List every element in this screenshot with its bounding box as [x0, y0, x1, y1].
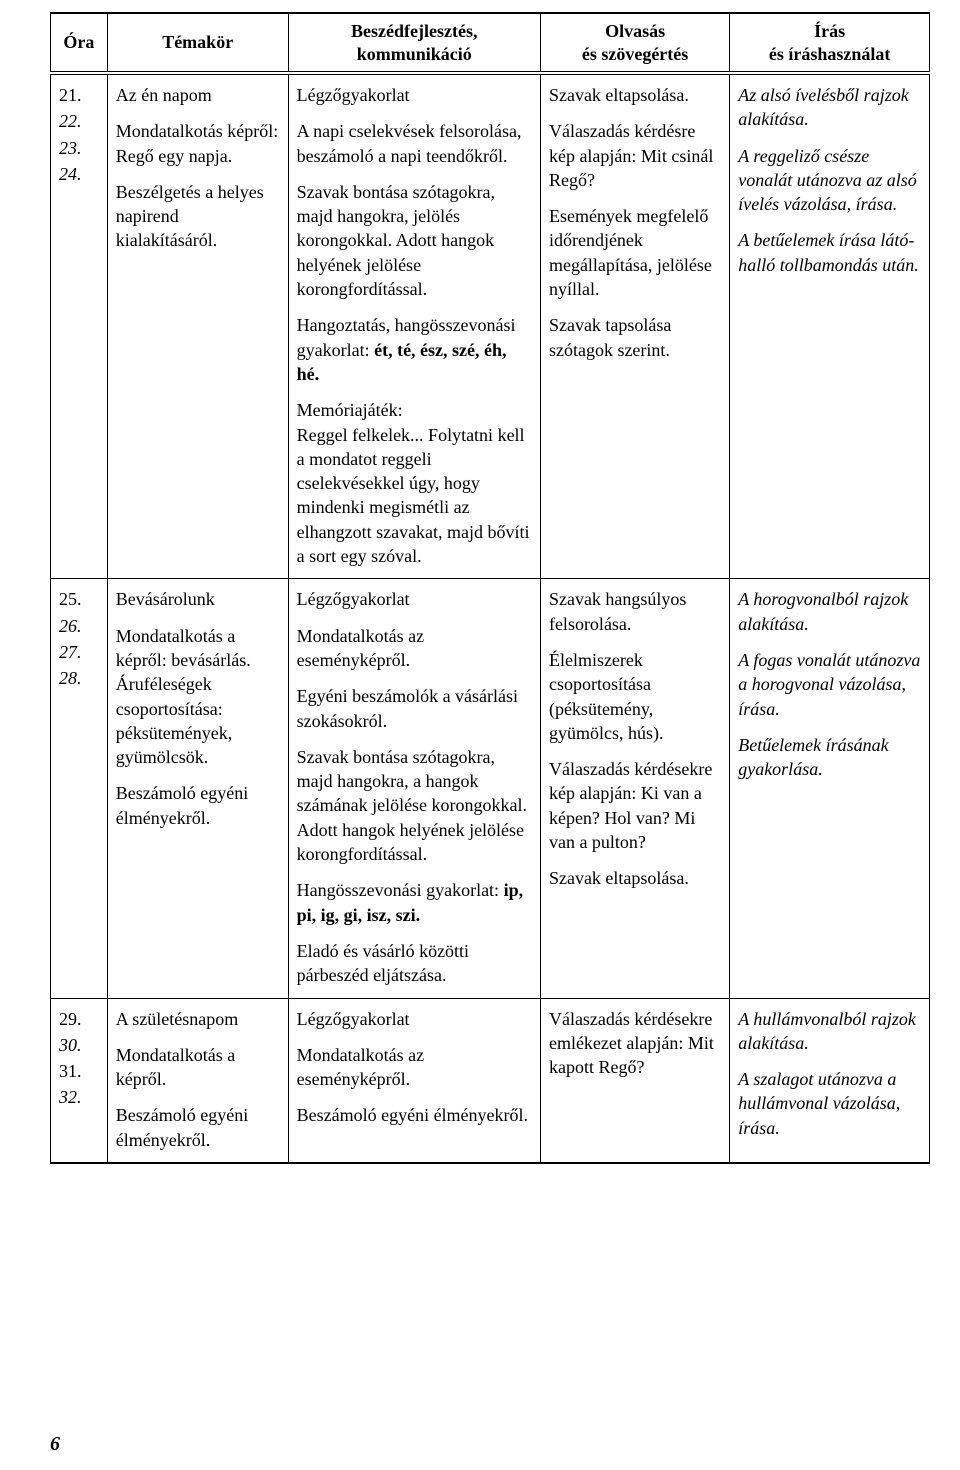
page-number: 6	[50, 1433, 60, 1456]
cell-paragraph: Válaszadás kérdésekre emlékezet alapján:…	[549, 1007, 721, 1080]
cell-olvasas: Szavak eltapsolása. Válaszadás kérdésre k…	[540, 73, 729, 579]
cell-paragraph: A horogvonalból rajzok alakítása.	[738, 587, 921, 636]
cell-paragraph: Mondatalkotás a képről: bevásárlás. Áruf…	[116, 624, 280, 770]
cell-paragraph: Mondatalkotás a képről.	[116, 1043, 280, 1092]
ora-number: 26.	[59, 614, 99, 638]
cell-paragraph: Élelmiszerek csoportosítása (péksütemény…	[549, 648, 721, 745]
cell-paragraph: Beszélgetés a helyes napirend kialakítás…	[116, 180, 280, 253]
cell-paragraph: Légzőgyakorlat	[297, 587, 532, 611]
ora-number: 24.	[59, 162, 99, 186]
ora-number: 29.	[59, 1007, 99, 1031]
cell-paragraph: Az alsó ívelésből rajzok alakítása.	[738, 83, 921, 132]
cell-paragraph: Az én napom	[116, 83, 280, 107]
cell-temakor: Az én napom Mondatalkotás képről: Regő eg…	[107, 73, 288, 579]
col-olvasas: Olvasásés szövegértés	[540, 13, 729, 73]
cell-beszed: Légzőgyakorlat A napi cselekvések felsoro…	[288, 73, 540, 579]
cell-paragraph: A szalagot utánozva a hullámvonal vázolá…	[738, 1067, 921, 1140]
ora-number: 30.	[59, 1033, 99, 1057]
cell-paragraph: Szavak eltapsolása.	[549, 866, 721, 890]
col-temakor: Témakör	[107, 13, 288, 73]
table-header-row: Óra Témakör Beszédfejlesztés,kommunikáci…	[51, 13, 930, 73]
cell-paragraph: Mondatalkotás az eseményképről.	[297, 1043, 532, 1092]
cell-ora: 29.30.31.32.	[51, 998, 108, 1163]
cell-paragraph: Események megfelelő időrendjének megálla…	[549, 204, 721, 301]
cell-paragraph: A betűelemek írása látó-halló tollbamond…	[738, 228, 921, 277]
ora-number: 31.	[59, 1059, 99, 1083]
cell-paragraph: A fogas vonalát utánozva a horogvonal vá…	[738, 648, 921, 721]
ora-number: 23.	[59, 136, 99, 160]
cell-paragraph: A hullámvonalból rajzok alakítása.	[738, 1007, 921, 1056]
table-row: 21.22. 23.24. Az én napom Mondatalkotás kép…	[51, 73, 930, 579]
curriculum-table: Óra Témakör Beszédfejlesztés,kommunikáci…	[50, 12, 930, 1164]
cell-paragraph: Szavak eltapsolása.	[549, 83, 721, 107]
cell-paragraph: Válaszadás kérdésre kép alapján: Mit csi…	[549, 119, 721, 192]
ora-number: 21.	[59, 83, 99, 107]
cell-paragraph: A napi cselekvések felsorolása, beszámol…	[297, 119, 532, 168]
cell-temakor: Bevásárolunk Mondatalkotás a képről: bevá…	[107, 579, 288, 998]
cell-temakor: A születésnapom Mondatalkotás a képről. Be…	[107, 998, 288, 1163]
ora-number: 27.	[59, 640, 99, 664]
ora-number: 32.	[59, 1085, 99, 1109]
cell-paragraph: Hangösszevonási gyakorlat: ip, pi, ig, g…	[297, 878, 532, 927]
cell-paragraph: A reggeliző csésze vonalát utánozva az a…	[738, 144, 921, 217]
cell-olvasas: Szavak hangsúlyos felsorolása. Élelmiszer…	[540, 579, 729, 998]
cell-paragraph: Mondatalkotás az eseményképről.	[297, 624, 532, 673]
cell-paragraph: Beszámoló egyéni élményekről.	[297, 1103, 532, 1127]
cell-beszed: Légzőgyakorlat Mondatalkotás az eseményké…	[288, 998, 540, 1163]
col-beszed: Beszédfejlesztés,kommunikáció	[288, 13, 540, 73]
cell-paragraph: Légzőgyakorlat	[297, 1007, 532, 1031]
cell-paragraph: Szavak bontása szótagokra, majd hangokra…	[297, 180, 532, 301]
col-iras: Írásés íráshasználat	[730, 13, 930, 73]
table-row: 25. 26.27.28. Bevásárolunk Mondatalkotás a …	[51, 579, 930, 998]
cell-olvasas: Válaszadás kérdésekre emlékezet alapján:…	[540, 998, 729, 1163]
cell-paragraph: Szavak hangsúlyos felsorolása.	[549, 587, 721, 636]
ora-number: 25.	[59, 587, 99, 611]
cell-paragraph: Mondatalkotás képről: Regő egy napja.	[116, 119, 280, 168]
cell-paragraph: Hangoztatás, hangösszevonási gyakorlat: …	[297, 313, 532, 386]
cell-paragraph: Egyéni beszámolók a vásárlási szokásokró…	[297, 684, 532, 733]
cell-ora: 21.22. 23.24.	[51, 73, 108, 579]
cell-iras: A horogvonalból rajzok alakítása. A fogas…	[730, 579, 930, 998]
col-ora: Óra	[51, 13, 108, 73]
cell-paragraph: Beszámoló egyéni élményekről.	[116, 1103, 280, 1152]
cell-iras: Az alsó ívelésből rajzok alakítása. A reg…	[730, 73, 930, 579]
table-body: 21.22. 23.24. Az én napom Mondatalkotás kép…	[51, 73, 930, 1163]
cell-beszed: Légzőgyakorlat Mondatalkotás az eseményké…	[288, 579, 540, 998]
cell-paragraph: Válaszadás kérdésekre kép alapján: Ki va…	[549, 757, 721, 854]
cell-ora: 25. 26.27.28.	[51, 579, 108, 998]
cell-paragraph: A születésnapom	[116, 1007, 280, 1031]
cell-paragraph: Memóriajáték:Reggel felkelek... Folytatn…	[297, 398, 532, 568]
table-row: 29.30.31.32. A születésnapom Mondatalkotás…	[51, 998, 930, 1163]
cell-paragraph: Légzőgyakorlat	[297, 83, 532, 107]
cell-paragraph: Betűelemek írásának gyakorlása.	[738, 733, 921, 782]
cell-paragraph: Szavak bontása szótagokra, majd hangokra…	[297, 745, 532, 866]
cell-paragraph: Eladó és vásárló közötti párbeszéd elját…	[297, 939, 532, 988]
cell-iras: A hullámvonalból rajzok alakítása. A szal…	[730, 998, 930, 1163]
cell-paragraph: Szavak tapsolása szótagok szerint.	[549, 313, 721, 362]
ora-number: 28.	[59, 666, 99, 690]
cell-paragraph: Beszámoló egyéni élményekről.	[116, 781, 280, 830]
cell-paragraph: Bevásárolunk	[116, 587, 280, 611]
ora-number: 22.	[59, 109, 99, 133]
